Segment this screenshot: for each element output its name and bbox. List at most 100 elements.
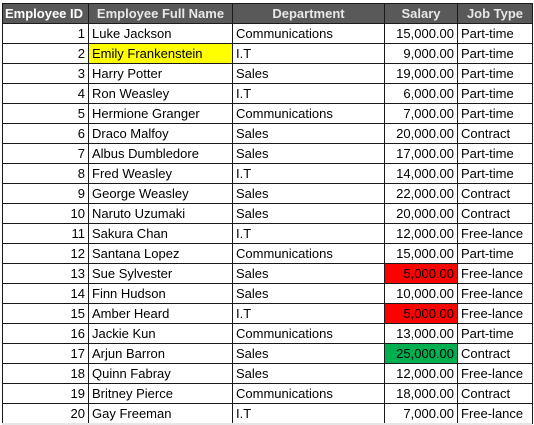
cell-employee-id[interactable]: 8 <box>2 163 89 184</box>
cell-employee-name[interactable]: Britney Pierce <box>88 383 233 404</box>
cell-job-type[interactable]: Free-lance <box>457 303 533 324</box>
cell-job-type[interactable]: Part-time <box>457 83 533 104</box>
cell-employee-name[interactable]: Draco Malfoy <box>88 123 233 144</box>
cell-job-type[interactable]: Part-time <box>457 243 533 264</box>
cell-salary[interactable]: 10,000.00 <box>384 283 458 304</box>
cell-department[interactable]: I.T <box>232 303 385 324</box>
cell-employee-id[interactable]: 6 <box>2 123 89 144</box>
cell-employee-name[interactable]: Sakura Chan <box>88 223 233 244</box>
cell-job-type[interactable]: Free-lance <box>457 403 533 424</box>
cell-salary[interactable]: 19,000.00 <box>384 63 458 84</box>
cell-employee-id[interactable]: 4 <box>2 83 89 104</box>
cell-employee-id[interactable]: 5 <box>2 103 89 124</box>
cell-employee-id[interactable]: 7 <box>2 143 89 164</box>
header-department[interactable]: Department <box>232 3 385 24</box>
cell-salary[interactable]: 12,000.00 <box>384 363 458 384</box>
cell-salary[interactable]: 14,000.00 <box>384 163 458 184</box>
cell-department[interactable]: Sales <box>232 143 385 164</box>
cell-department[interactable]: Sales <box>232 63 385 84</box>
cell-salary[interactable]: 7,000.00 <box>384 103 458 124</box>
cell-employee-name[interactable]: Naruto Uzumaki <box>88 203 233 224</box>
cell-employee-name[interactable]: Emily Frankenstein <box>88 43 233 64</box>
cell-department[interactable]: I.T <box>232 163 385 184</box>
cell-job-type[interactable]: Contract <box>457 383 533 404</box>
header-employee-full-name[interactable]: Employee Full Name <box>88 3 233 24</box>
cell-salary[interactable]: 15,000.00 <box>384 243 458 264</box>
cell-employee-name[interactable]: Hermione Granger <box>88 103 233 124</box>
cell-employee-id[interactable]: 19 <box>2 383 89 404</box>
cell-salary[interactable]: 6,000.00 <box>384 83 458 104</box>
cell-salary[interactable]: 20,000.00 <box>384 123 458 144</box>
cell-job-type[interactable]: Free-lance <box>457 283 533 304</box>
cell-job-type[interactable]: Contract <box>457 123 533 144</box>
cell-department[interactable]: Sales <box>232 363 385 384</box>
cell-employee-id[interactable]: 3 <box>2 63 89 84</box>
cell-department[interactable]: Sales <box>232 343 385 364</box>
cell-employee-name[interactable]: Arjun Barron <box>88 343 233 364</box>
header-employee-id[interactable]: Employee ID <box>2 3 89 24</box>
cell-employee-id[interactable]: 2 <box>2 43 89 64</box>
cell-employee-name[interactable]: George Weasley <box>88 183 233 204</box>
cell-department[interactable]: Sales <box>232 183 385 204</box>
cell-department[interactable]: I.T <box>232 83 385 104</box>
cell-employee-id[interactable]: 13 <box>2 263 89 284</box>
cell-department[interactable]: I.T <box>232 403 385 424</box>
cell-employee-name[interactable]: Quinn Fabray <box>88 363 233 384</box>
cell-job-type[interactable]: Part-time <box>457 143 533 164</box>
cell-employee-id[interactable]: 16 <box>2 323 89 344</box>
cell-job-type[interactable]: Part-time <box>457 323 533 344</box>
cell-job-type[interactable]: Free-lance <box>457 363 533 384</box>
header-job-type[interactable]: Job Type <box>457 3 533 24</box>
cell-employee-name[interactable]: Gay Freeman <box>88 403 233 424</box>
cell-job-type[interactable]: Free-lance <box>457 223 533 244</box>
cell-salary[interactable]: 9,000.00 <box>384 43 458 64</box>
cell-employee-name[interactable]: Jackie Kun <box>88 323 233 344</box>
cell-job-type[interactable]: Part-time <box>457 163 533 184</box>
cell-department[interactable]: Communications <box>232 103 385 124</box>
cell-department[interactable]: Communications <box>232 243 385 264</box>
cell-department[interactable]: Communications <box>232 383 385 404</box>
cell-job-type[interactable]: Part-time <box>457 63 533 84</box>
cell-employee-name[interactable]: Fred Weasley <box>88 163 233 184</box>
cell-department[interactable]: Communications <box>232 23 385 44</box>
cell-job-type[interactable]: Contract <box>457 183 533 204</box>
cell-salary[interactable]: 22,000.00 <box>384 183 458 204</box>
cell-department[interactable]: I.T <box>232 223 385 244</box>
cell-department[interactable]: Sales <box>232 203 385 224</box>
cell-employee-name[interactable]: Finn Hudson <box>88 283 233 304</box>
cell-job-type[interactable]: Contract <box>457 343 533 364</box>
cell-job-type[interactable]: Part-time <box>457 43 533 64</box>
cell-salary[interactable]: 25,000.00 <box>384 343 458 364</box>
cell-employee-name[interactable]: Albus Dumbledore <box>88 143 233 164</box>
cell-employee-id[interactable]: 12 <box>2 243 89 264</box>
cell-employee-name[interactable]: Harry Potter <box>88 63 233 84</box>
cell-employee-name[interactable]: Amber Heard <box>88 303 233 324</box>
cell-department[interactable]: I.T <box>232 43 385 64</box>
cell-employee-id[interactable]: 1 <box>2 23 89 44</box>
cell-department[interactable]: Sales <box>232 123 385 144</box>
cell-job-type[interactable]: Part-time <box>457 23 533 44</box>
header-salary[interactable]: Salary <box>384 3 458 24</box>
cell-employee-name[interactable]: Sue Sylvester <box>88 263 233 284</box>
cell-employee-name[interactable]: Santana Lopez <box>88 243 233 264</box>
cell-employee-id[interactable]: 9 <box>2 183 89 204</box>
cell-job-type[interactable]: Free-lance <box>457 263 533 284</box>
cell-employee-id[interactable]: 18 <box>2 363 89 384</box>
cell-department[interactable]: Sales <box>232 283 385 304</box>
cell-employee-id[interactable]: 11 <box>2 223 89 244</box>
cell-salary[interactable]: 7,000.00 <box>384 403 458 424</box>
cell-salary[interactable]: 20,000.00 <box>384 203 458 224</box>
cell-salary[interactable]: 17,000.00 <box>384 143 458 164</box>
cell-job-type[interactable]: Contract <box>457 203 533 224</box>
cell-job-type[interactable]: Part-time <box>457 103 533 124</box>
cell-employee-id[interactable]: 10 <box>2 203 89 224</box>
cell-employee-id[interactable]: 20 <box>2 403 89 424</box>
cell-department[interactable]: Communications <box>232 323 385 344</box>
cell-employee-id[interactable]: 15 <box>2 303 89 324</box>
cell-salary[interactable]: 15,000.00 <box>384 23 458 44</box>
cell-department[interactable]: Sales <box>232 263 385 284</box>
cell-salary[interactable]: 12,000.00 <box>384 223 458 244</box>
cell-employee-name[interactable]: Ron Weasley <box>88 83 233 104</box>
cell-employee-name[interactable]: Luke Jackson <box>88 23 233 44</box>
cell-employee-id[interactable]: 17 <box>2 343 89 364</box>
